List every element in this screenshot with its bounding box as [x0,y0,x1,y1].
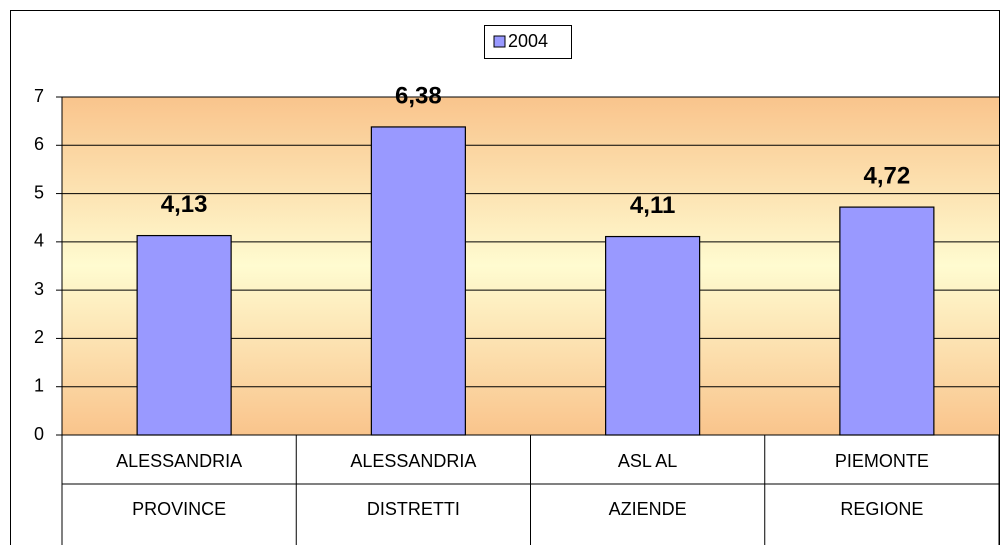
legend-swatch [493,35,506,48]
y-tick-label: 3 [34,279,44,299]
x-tick-label: ALESSANDRIA [116,451,242,471]
y-tick-label: 7 [34,86,44,106]
x-tick-label: ALESSANDRIA [350,451,476,471]
y-tick-label: 6 [34,134,44,154]
bar [605,235,701,436]
legend-label: 2004 [508,31,548,51]
value-label: 4,13 [161,191,208,218]
value-label: 6,38 [395,82,442,109]
y-tick-label: 0 [34,424,44,444]
legend: 2004 [484,25,572,59]
x-tick-label: REGIONE [840,499,923,519]
x-tick-label: PIEMONTE [835,451,929,471]
bar [136,234,232,436]
x-tick-label: PROVINCE [132,499,226,519]
bar [370,126,466,436]
value-label: 4,11 [630,192,675,219]
x-tick-label: ASL AL [618,451,677,471]
y-tick-label: 2 [34,327,44,347]
x-tick-label: AZIENDE [609,499,687,519]
y-tick-label: 4 [34,231,44,251]
value-label: 4,72 [864,162,911,189]
legend-box [484,25,572,59]
bar [839,206,935,436]
y-tick-label: 1 [34,375,44,395]
y-tick-label: 5 [34,182,44,202]
x-tick-label: DISTRETTI [367,499,460,519]
